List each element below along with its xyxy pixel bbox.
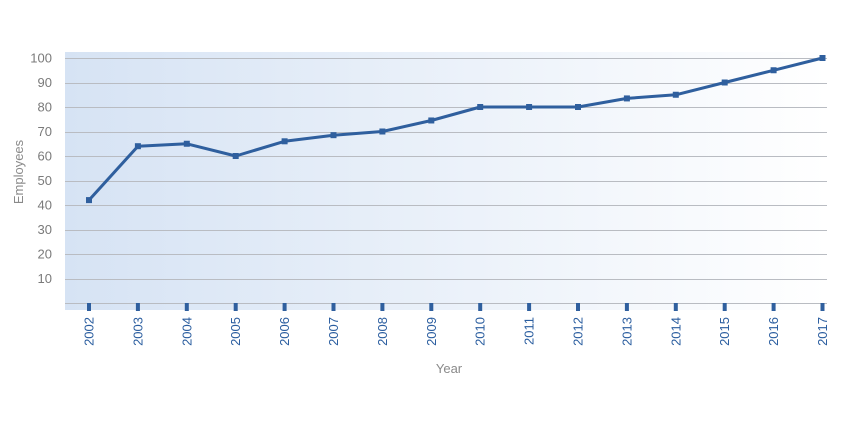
data-point-2016 bbox=[770, 67, 777, 74]
x-tick-label-2002: 2002 bbox=[82, 317, 97, 346]
data-point-2009 bbox=[428, 117, 435, 124]
data-point-2015 bbox=[721, 79, 728, 86]
data-point-2014 bbox=[672, 91, 679, 98]
data-point-2003 bbox=[134, 143, 141, 150]
y-tick-label-30: 30 bbox=[38, 222, 52, 237]
x-tick-mark-2014 bbox=[673, 303, 678, 311]
y-tick-label-10: 10 bbox=[38, 271, 52, 286]
data-point-2004 bbox=[183, 140, 190, 147]
x-tick-mark-2007 bbox=[331, 303, 336, 311]
x-tick-label-2006: 2006 bbox=[277, 317, 292, 346]
x-tick-label-2005: 2005 bbox=[228, 317, 243, 346]
x-tick-mark-2015 bbox=[722, 303, 727, 311]
x-tick-label-2009: 2009 bbox=[424, 317, 439, 346]
x-tick-label-2008: 2008 bbox=[375, 317, 390, 346]
x-tick-mark-2010 bbox=[478, 303, 483, 311]
data-point-2012 bbox=[575, 104, 581, 110]
x-tick-mark-2008 bbox=[380, 303, 385, 311]
x-tick-label-2007: 2007 bbox=[326, 317, 341, 346]
data-point-2008 bbox=[379, 128, 386, 135]
y-tick-label-90: 90 bbox=[38, 75, 52, 90]
data-point-2006 bbox=[281, 138, 288, 145]
data-point-2007 bbox=[330, 132, 337, 139]
data-point-2010 bbox=[477, 104, 484, 110]
x-tick-label-2013: 2013 bbox=[619, 317, 634, 346]
x-tick-label-2015: 2015 bbox=[717, 317, 732, 346]
y-tick-label-20: 20 bbox=[38, 247, 52, 262]
data-point-2005 bbox=[232, 153, 239, 159]
x-tick-label-2014: 2014 bbox=[668, 317, 683, 346]
x-axis: 2002 2003 2004 2005 2006 2007 2008 2009 2010 2011… bbox=[82, 303, 830, 346]
x-tick-label-2003: 2003 bbox=[130, 317, 145, 346]
y-axis: 10 20 30 40 50 60 70 80 90 100 bbox=[30, 51, 52, 287]
series-line-employees bbox=[87, 56, 824, 202]
x-tick-mark-2002 bbox=[87, 303, 91, 311]
x-tick-label-2004: 2004 bbox=[179, 317, 194, 346]
x-tick-label-2010: 2010 bbox=[473, 317, 488, 346]
x-tick-label-2012: 2012 bbox=[571, 317, 586, 346]
x-tick-mark-2005 bbox=[233, 303, 238, 311]
y-tick-label-70: 70 bbox=[38, 124, 52, 139]
x-tick-label-2017: 2017 bbox=[815, 317, 830, 346]
x-tick-mark-2004 bbox=[184, 303, 189, 311]
x-tick-mark-2012 bbox=[576, 303, 580, 311]
x-axis-title: Year bbox=[436, 361, 463, 376]
series-employees bbox=[86, 55, 826, 204]
x-tick-mark-2003 bbox=[135, 303, 140, 311]
x-tick-mark-2013 bbox=[624, 303, 629, 311]
y-tick-label-100: 100 bbox=[30, 51, 52, 66]
data-point-2017 bbox=[819, 55, 826, 61]
gridlines bbox=[65, 58, 827, 304]
x-tick-label-2016: 2016 bbox=[766, 317, 781, 346]
y-tick-label-80: 80 bbox=[38, 100, 52, 115]
y-tick-label-50: 50 bbox=[38, 173, 52, 188]
x-tick-mark-2006 bbox=[282, 303, 287, 311]
y-tick-label-40: 40 bbox=[38, 198, 52, 213]
data-point-2013 bbox=[623, 95, 630, 102]
data-point-2011 bbox=[526, 104, 533, 110]
x-tick-mark-2009 bbox=[429, 303, 434, 311]
x-tick-label-2011: 2011 bbox=[522, 317, 537, 345]
y-tick-label-60: 60 bbox=[38, 149, 52, 164]
y-axis-title: Employees bbox=[11, 139, 26, 204]
x-tick-mark-2016 bbox=[771, 303, 776, 311]
x-tick-mark-2017 bbox=[820, 303, 825, 311]
x-tick-mark-2011 bbox=[527, 303, 532, 311]
data-point-2002 bbox=[86, 197, 92, 204]
